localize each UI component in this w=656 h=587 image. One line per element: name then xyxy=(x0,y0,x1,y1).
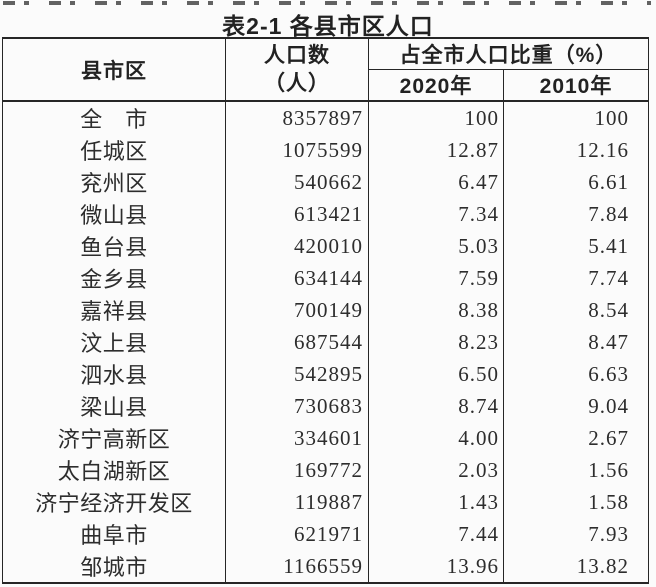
cell-share-2020: 7.34 xyxy=(368,198,504,230)
cell-share-2020: 1.43 xyxy=(368,486,504,518)
population-table: 县市区 人口数 （人） 占全市人口比重（%） 2020年 2010年 全 市 8… xyxy=(2,37,650,584)
header-row-2: 2020年 2010年 xyxy=(3,69,649,101)
cell-share-2010: 9.04 xyxy=(502,390,649,422)
cell-region: 汶上县 xyxy=(80,331,148,356)
cell-share-2010: 8.47 xyxy=(502,326,649,358)
cell-population: 169772 xyxy=(225,454,369,486)
header-row-1: 县市区 人口数 （人） 占全市人口比重（%） xyxy=(3,38,649,101)
table-row: 任城区 1075599 12.87 12.16 xyxy=(3,134,649,166)
table-row: 金乡县 634144 7.59 7.74 xyxy=(3,262,649,294)
header-cell-year-2020: 2020年 xyxy=(368,69,504,101)
table-row: 全 市 8357897 100 100 xyxy=(3,101,649,134)
cell-share-2010: 2.67 xyxy=(502,422,649,454)
cell-share-2010: 6.63 xyxy=(502,358,649,390)
cell-share-2010: 5.41 xyxy=(502,230,649,262)
cell-region: 梁山县 xyxy=(80,395,148,420)
cell-share-2010: 6.61 xyxy=(502,166,649,198)
cell-share-2010: 100 xyxy=(502,101,649,134)
cell-population: 540662 xyxy=(225,166,369,198)
table-row: 太白湖新区 169772 2.03 1.56 xyxy=(3,454,649,486)
header-cell-region: 县市区 xyxy=(81,59,147,83)
table-row: 微山县 613421 7.34 7.84 xyxy=(3,198,649,230)
header-cell-share-group: 占全市人口比重（%） xyxy=(367,38,649,70)
cell-share-2010: 7.93 xyxy=(502,518,649,550)
cell-share-2020: 6.47 xyxy=(368,166,504,198)
cell-share-2020: 8.23 xyxy=(368,326,504,358)
table-row: 曲阜市 621971 7.44 7.93 xyxy=(3,518,649,550)
table-body: 全 市 8357897 100 100 任城区 1075599 12.87 12… xyxy=(3,101,649,583)
cell-population: 334601 xyxy=(225,422,369,454)
cell-region: 全 市 xyxy=(80,107,148,132)
table-row: 兖州区 540662 6.47 6.61 xyxy=(3,166,649,198)
cell-share-2020: 8.74 xyxy=(368,390,504,422)
cell-region: 邹城市 xyxy=(80,555,148,580)
cell-share-2020: 8.38 xyxy=(368,294,504,326)
header-cell-population: 人口数 （人） xyxy=(225,38,369,101)
cell-share-2010: 8.54 xyxy=(502,294,649,326)
cell-region: 鱼台县 xyxy=(80,235,148,260)
table-row: 汶上县 687544 8.23 8.47 xyxy=(3,326,649,358)
cell-share-2020: 2.03 xyxy=(368,454,504,486)
cell-region: 济宁高新区 xyxy=(57,427,171,452)
cell-share-2010: 1.58 xyxy=(502,486,649,518)
table-row: 济宁经济开发区 119887 1.43 1.58 xyxy=(3,486,649,518)
table-row: 泗水县 542895 6.50 6.63 xyxy=(3,358,649,390)
cropped-text-fragments xyxy=(3,1,651,5)
cell-population: 1075599 xyxy=(225,134,369,166)
table-row: 邹城市 1166559 13.96 13.82 xyxy=(3,550,649,583)
cell-share-2010: 7.74 xyxy=(502,262,649,294)
cell-population: 700149 xyxy=(225,294,369,326)
cell-population: 1166559 xyxy=(225,550,369,583)
cell-share-2020: 12.87 xyxy=(368,134,504,166)
cell-share-2020: 5.03 xyxy=(368,230,504,262)
cell-population: 8357897 xyxy=(225,101,369,134)
cell-region: 泗水县 xyxy=(80,363,148,388)
table-row: 济宁高新区 334601 4.00 2.67 xyxy=(3,422,649,454)
cell-share-2020: 6.50 xyxy=(368,358,504,390)
cell-population: 420010 xyxy=(225,230,369,262)
header-cell-year-2010: 2010年 xyxy=(502,69,649,101)
cell-population: 119887 xyxy=(225,486,369,518)
cell-share-2020: 7.44 xyxy=(368,518,504,550)
cell-population: 634144 xyxy=(225,262,369,294)
table-header: 县市区 人口数 （人） 占全市人口比重（%） 2020年 2010年 xyxy=(2,38,649,101)
cell-region: 曲阜市 xyxy=(80,523,148,548)
cell-share-2020: 7.59 xyxy=(368,262,504,294)
cell-population: 687544 xyxy=(225,326,369,358)
cell-region: 太白湖新区 xyxy=(57,459,171,484)
table-row: 鱼台县 420010 5.03 5.41 xyxy=(3,230,649,262)
cell-share-2020: 4.00 xyxy=(368,422,504,454)
cell-region: 微山县 xyxy=(80,203,148,228)
cell-share-2010: 13.82 xyxy=(502,550,649,583)
table-row: 嘉祥县 700149 8.38 8.54 xyxy=(3,294,649,326)
cell-region: 济宁经济开发区 xyxy=(35,491,193,516)
cell-share-2020: 13.96 xyxy=(368,550,504,583)
cell-region: 任城区 xyxy=(80,139,148,164)
cell-share-2010: 12.16 xyxy=(502,134,649,166)
cell-population: 730683 xyxy=(225,390,369,422)
cell-region: 金乡县 xyxy=(80,267,148,292)
table-row: 梁山县 730683 8.74 9.04 xyxy=(3,390,649,422)
cell-region: 兖州区 xyxy=(80,171,148,196)
cell-share-2020: 100 xyxy=(368,101,504,134)
cell-population: 613421 xyxy=(225,198,369,230)
cell-share-2010: 7.84 xyxy=(502,198,649,230)
cell-population: 621971 xyxy=(225,518,369,550)
page-title: 表2-1 各县市区人口 xyxy=(222,13,434,39)
header-population-line2: （人） xyxy=(264,71,330,95)
cell-region: 嘉祥县 xyxy=(80,299,148,324)
header-population-line1: 人口数 xyxy=(264,43,330,67)
cell-population: 542895 xyxy=(225,358,369,390)
cell-share-2010: 1.56 xyxy=(502,454,649,486)
